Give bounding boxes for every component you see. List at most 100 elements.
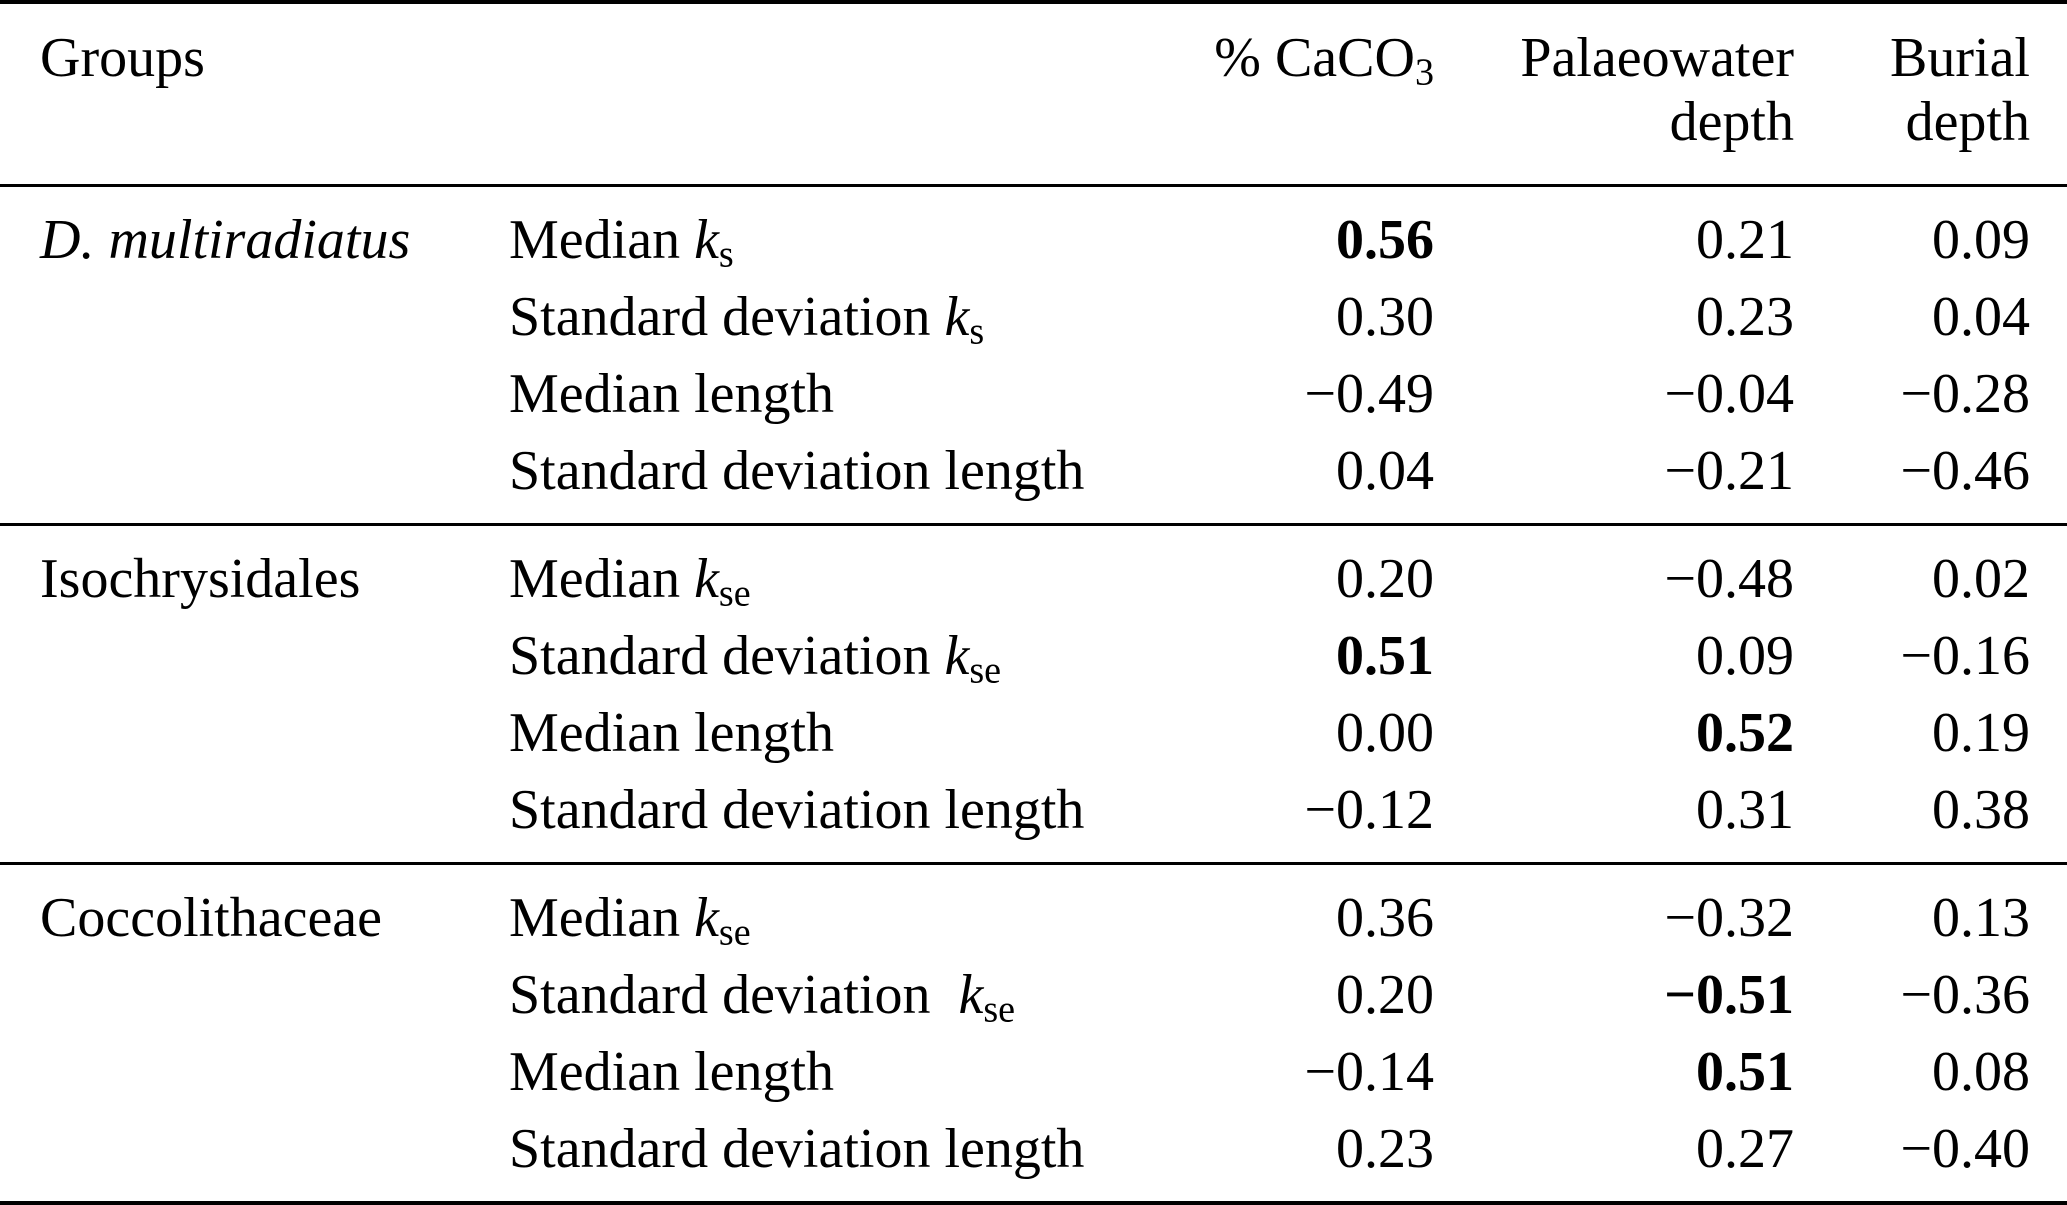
value-cell: 0.20 [1336,547,1434,610]
row-label: Median kse [508,525,1010,618]
row-label-text: Standard deviation length [509,778,1085,841]
k-subscript: se [969,648,1002,691]
row-label-text: Median [509,208,695,271]
group-section: D. multiradiatus Median ks 0.56 0.21 0.09 Sta… [0,186,2067,525]
row-label: Standard deviation kse [508,617,1010,694]
group-name [0,771,508,864]
value-cell: 0.27 [1696,1117,1794,1180]
group-name [0,1110,508,1203]
caco3-subscript: 3 [1414,51,1434,94]
k-symbol: k [694,208,719,271]
header-caco3: % CaCO3 [1010,2,1435,186]
value-cell: −0.28 [1900,362,2030,425]
value-cell: −0.48 [1664,547,1794,610]
row-label: Standard deviation ks [508,278,1010,355]
value-cell: 0.19 [1932,701,2030,764]
group-name [0,278,508,355]
k-symbol: k [694,547,719,610]
row-label-text: Median [509,547,695,610]
k-subscript: se [718,910,751,953]
k-symbol: k [944,624,970,687]
row-label-text: Median length [509,362,835,425]
group-name [0,617,508,694]
table-row: Standard deviation kse 0.20 −0.51 −0.36 [0,956,2067,1033]
row-label-text: Standard deviation [509,963,959,1026]
header-palaeowater-line2: depth [1669,91,1794,153]
table-row: Median length 0.00 0.52 0.19 [0,694,2067,771]
group-name [0,956,508,1033]
value-cell: −0.16 [1900,624,2030,687]
value-cell: −0.04 [1664,362,1794,425]
value-cell: −0.51 [1664,963,1794,1026]
header-groups: Groups [0,2,508,186]
header-palaeowater-line1: Palaeowater [1520,27,1794,89]
header-row: Groups % CaCO3 Palaeowater depth Burial … [0,2,2067,186]
table-row: Median length −0.49 −0.04 −0.28 [0,355,2067,432]
value-cell: 0.31 [1696,778,1794,841]
group-section: Isochrysidales Median kse 0.20 −0.48 0.02 Sta… [0,524,2067,864]
value-cell: 0.56 [1336,208,1434,271]
k-subscript: s [969,309,985,352]
group-section: Coccolithaceae Median kse 0.36 −0.32 0.13 Sta… [0,863,2067,1204]
row-label-text: Standard deviation length [509,1117,1085,1180]
row-label: Median kse [508,864,1010,957]
table-header: Groups % CaCO3 Palaeowater depth Burial … [0,2,2067,186]
table-row: Standard deviation kse 0.51 0.09 −0.16 [0,617,2067,694]
k-symbol: k [958,963,984,1026]
value-cell: −0.32 [1664,886,1794,949]
header-groups-label: Groups [40,27,205,89]
value-cell: 0.04 [1336,439,1434,502]
value-cell: 0.04 [1932,285,2030,348]
table-row: Standard deviation length 0.04 −0.21 −0.46 [0,432,2067,525]
row-label: Median ks [508,186,1010,279]
row-label-text: Standard deviation [509,624,945,687]
header-caco3-label: % CaCO [1214,27,1415,89]
row-label: Median length [508,694,1010,771]
value-cell: −0.12 [1304,778,1434,841]
row-label-text: Standard deviation length [509,439,1085,502]
value-cell: −0.21 [1664,439,1794,502]
value-cell: 0.00 [1336,701,1434,764]
group-name: Isochrysidales [40,547,361,610]
row-label: Standard deviation kse [508,956,1015,1033]
header-palaeowater-depth: Palaeowater depth [1435,2,1795,186]
table-row: Coccolithaceae Median kse 0.36 −0.32 0.13 [0,864,2067,957]
table-row: Isochrysidales Median kse 0.20 −0.48 0.02 [0,525,2067,618]
group-name [0,355,508,432]
row-label-text: Median length [509,701,835,764]
value-cell: 0.36 [1336,886,1434,949]
value-cell: 0.09 [1932,208,2030,271]
value-cell: 0.08 [1932,1040,2030,1103]
row-label: Standard deviation length [508,771,1084,864]
row-label: Median length [508,355,1010,432]
table-row: D. multiradiatus Median ks 0.56 0.21 0.09 [0,186,2067,279]
header-burial-line2: depth [1905,91,2030,153]
row-label: Standard deviation length [508,1110,1084,1203]
value-cell: 0.51 [1696,1040,1794,1103]
k-subscript: se [718,571,751,614]
value-cell: 0.09 [1696,624,1794,687]
group-name: D. multiradiatus [40,208,411,271]
group-name [0,694,508,771]
group-name: Coccolithaceae [40,886,383,949]
k-subscript: s [718,232,734,275]
value-cell: −0.36 [1900,963,2030,1026]
k-symbol: k [694,886,719,949]
header-spacer [508,2,1010,186]
table-row: Standard deviation ks 0.30 0.23 0.04 [0,278,2067,355]
value-cell: 0.02 [1932,547,2030,610]
value-cell: 0.52 [1696,701,1794,764]
value-cell: −0.14 [1304,1040,1434,1103]
group-name [0,1033,508,1110]
value-cell: 0.23 [1696,285,1794,348]
header-burial-depth: Burial depth [1795,2,2067,186]
value-cell: 0.13 [1932,886,2030,949]
value-cell: 0.21 [1696,208,1794,271]
k-symbol: k [944,285,970,348]
value-cell: 0.20 [1336,963,1434,1026]
row-label: Standard deviation length [508,432,1084,525]
value-cell: 0.51 [1336,624,1434,687]
k-subscript: se [983,987,1016,1030]
value-cell: 0.38 [1932,778,2030,841]
